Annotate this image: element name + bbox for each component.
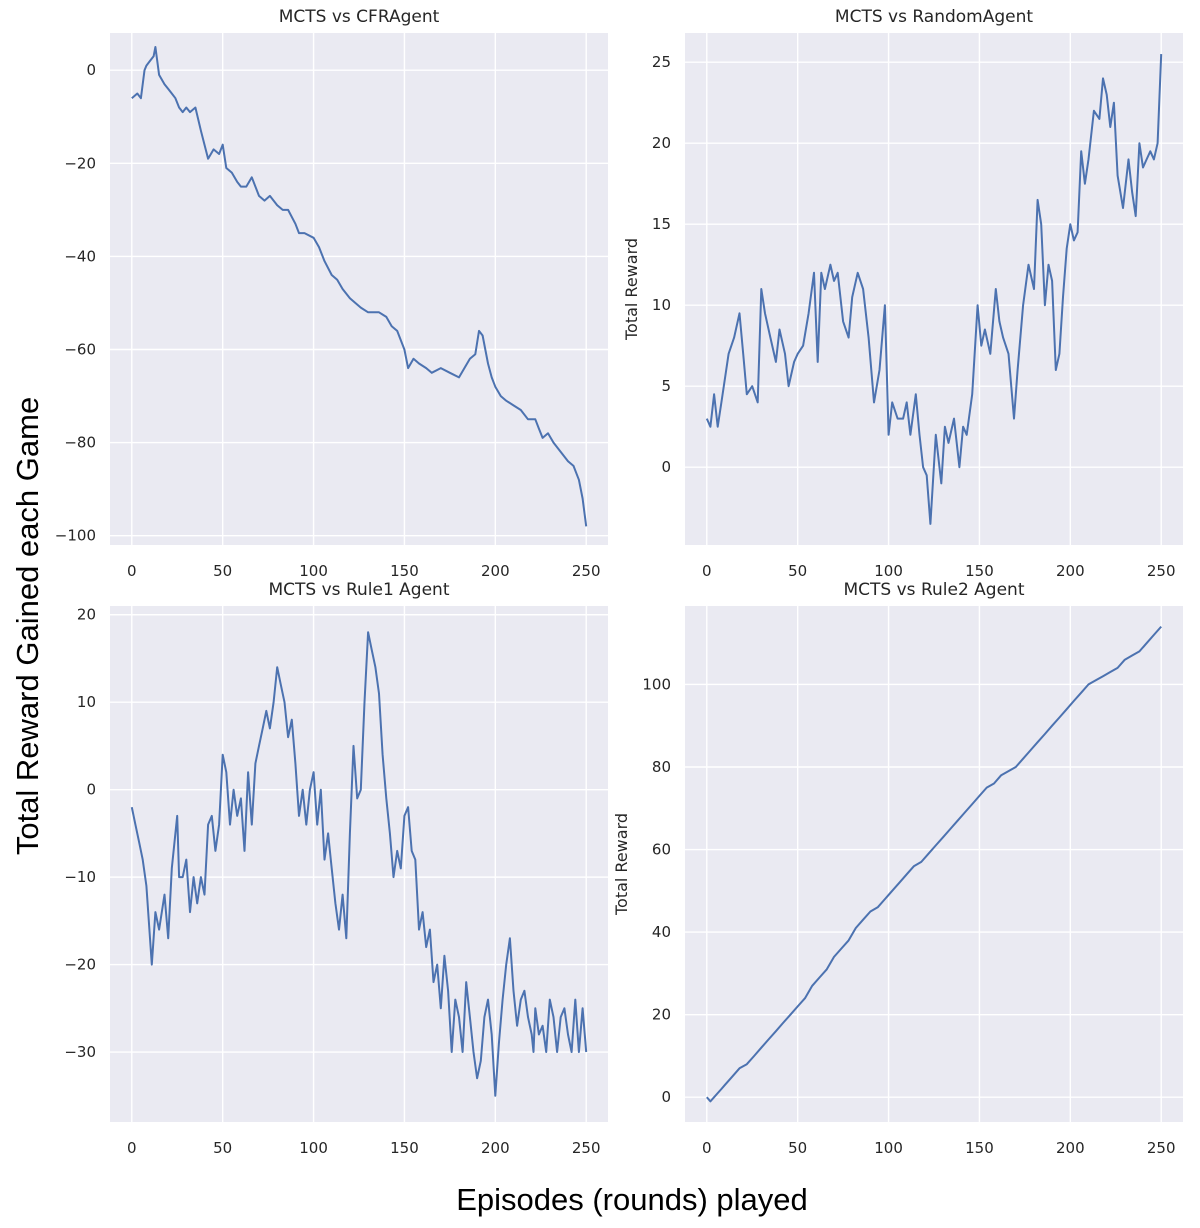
x-tick-label: 0 [127,562,137,580]
y-tick-label: 15 [652,215,671,233]
plot-area [110,606,608,1122]
x-tick-label: 150 [965,1139,994,1157]
y-tick-label: 10 [652,296,671,314]
y-tick-label: 0 [86,781,96,799]
plot-area [685,606,1183,1122]
y-tick-label: −60 [64,341,96,359]
figure-x-label: Episodes (rounds) played [456,1182,808,1217]
y-tick-label: −40 [64,247,96,265]
x-tick-label: 250 [572,562,601,580]
series-line-1 [706,625,1162,1103]
figure-y-label: Total Reward Gained each Game [10,397,45,855]
y-tick-label: 0 [86,61,96,79]
y-tick-label: 10 [77,693,96,711]
x-tick-label: 50 [213,1139,232,1157]
x-tick-label: 150 [390,1139,419,1157]
y-tick-label: 20 [652,134,671,152]
chart-title: MCTS vs RandomAgent [835,7,1033,27]
x-tick-label: 50 [213,562,232,580]
x-tick-label: 150 [390,562,419,580]
series-line-1 [705,54,1163,525]
y-tick-label: 60 [652,841,671,859]
chart-title: MCTS vs Rule2 Agent [844,580,1025,600]
y-tick-label: −80 [64,434,96,452]
x-tick-label: 100 [874,1139,903,1157]
chart-panel-4: 0 50 100 150 200 250 0 20 40 60 80 100 MCTS vs Rule2… [612,580,1183,1157]
x-tick-label: 200 [1056,1139,1085,1157]
plot-area [110,33,608,545]
y-tick-label: −20 [64,956,96,974]
series-line-1 [130,631,588,1097]
chart-title: MCTS vs Rule1 Agent [269,580,450,600]
y-tick-label: 20 [652,1006,671,1024]
y-tick-label: 20 [77,606,96,624]
y-tick-label: 100 [642,675,671,693]
x-tick-label: 200 [481,562,510,580]
y-axis-label: Total Reward [622,238,641,341]
x-tick-label: 0 [702,1139,712,1157]
x-tick-label: 100 [874,562,903,580]
chart-panel-2: 0 50 100 150 200 250 0 5 10 15 20 25 MCTS vs RandomA… [622,7,1183,580]
y-tick-label: 0 [661,1088,671,1106]
x-tick-label: 250 [1147,1139,1176,1157]
x-tick-label: 50 [788,562,807,580]
y-tick-label: −100 [55,527,96,545]
y-axis-label: Total Reward [612,813,631,916]
y-tick-label: −30 [64,1043,96,1061]
x-tick-label: 50 [788,1139,807,1157]
x-tick-label: 200 [481,1139,510,1157]
y-tick-label: 80 [652,758,671,776]
x-tick-label: 0 [127,1139,137,1157]
x-tick-label: 250 [572,1139,601,1157]
y-tick-label: −20 [64,154,96,172]
y-tick-label: −10 [64,868,96,886]
series-line-1 [131,46,588,527]
x-tick-label: 150 [965,562,994,580]
chart-panel-1: 0 50 100 150 200 250 0 −20 −40 −60 −80 −100 MCTS vs … [55,7,608,580]
y-tick-label: 25 [652,53,671,71]
x-tick-label: 200 [1056,562,1085,580]
chart-title: MCTS vs CFRAgent [279,7,440,27]
x-tick-label: 100 [299,562,328,580]
y-tick-label: 5 [661,377,671,395]
x-tick-label: 250 [1147,562,1176,580]
x-tick-label: 100 [299,1139,328,1157]
y-tick-label: 0 [661,458,671,476]
x-tick-label: 0 [702,562,712,580]
y-tick-label: 40 [652,923,671,941]
